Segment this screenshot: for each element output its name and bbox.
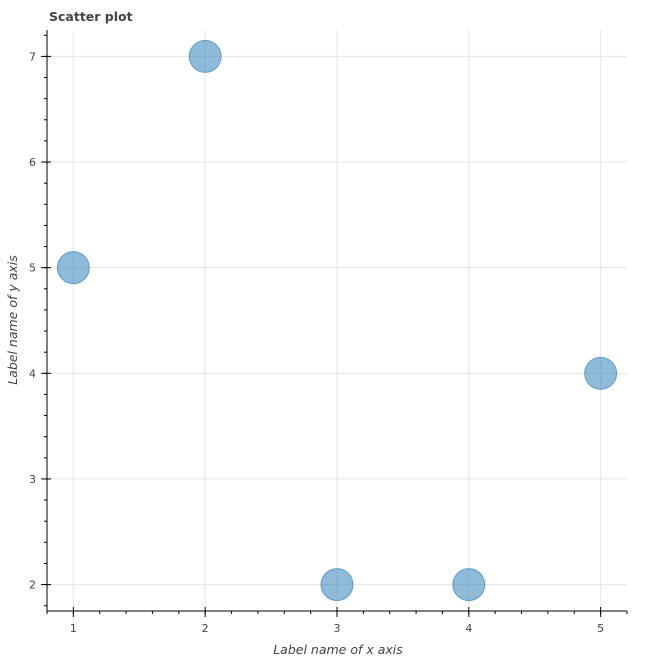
x-tick-label: 2 [202,622,209,635]
data-points [56,39,618,602]
y-tick-label: 4 [29,367,36,380]
grid-lines [47,30,627,611]
x-tick-label: 4 [465,622,472,635]
x-tick-label: 5 [597,622,604,635]
y-tick-label: 7 [29,50,36,63]
scatter-point [452,568,486,602]
y-axis-label: Label name of y axis [5,255,20,385]
scatter-point [56,251,90,285]
y-tick-label: 6 [29,156,36,169]
y-tick-label: 2 [29,579,36,592]
scatter-point [584,356,618,390]
y-tick-label: 5 [29,262,36,275]
x-tick-label: 3 [334,622,341,635]
chart-title: Scatter plot [49,9,133,24]
axes: 1 2 3 4 5 2 3 4 5 6 7 [29,30,628,635]
x-tick-label: 1 [70,622,77,635]
x-axis-label: Label name of x axis [273,642,403,657]
y-tick-label: 3 [29,473,36,486]
scatter-point [188,39,222,73]
scatter-point [320,568,354,602]
